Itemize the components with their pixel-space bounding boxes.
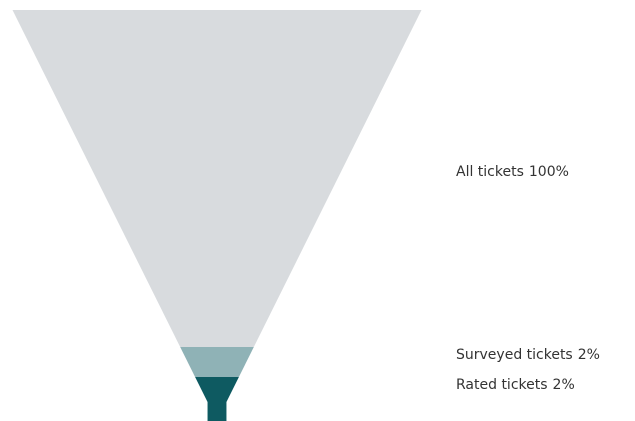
segment-label: Rated tickets 2%	[456, 377, 575, 393]
funnel-segment	[195, 377, 239, 421]
category-label: Surveyed tickets	[456, 347, 573, 363]
value-label: 2%	[578, 347, 600, 363]
segment-label: Surveyed tickets 2%	[456, 347, 600, 363]
funnel-segment	[180, 347, 254, 377]
value-label: 2%	[553, 377, 575, 393]
value-label: 100%	[529, 164, 569, 180]
category-label: All tickets	[456, 164, 524, 180]
segment-label: All tickets 100%	[456, 164, 569, 180]
category-label: Rated tickets	[456, 377, 548, 393]
funnel-segment	[12, 10, 422, 347]
